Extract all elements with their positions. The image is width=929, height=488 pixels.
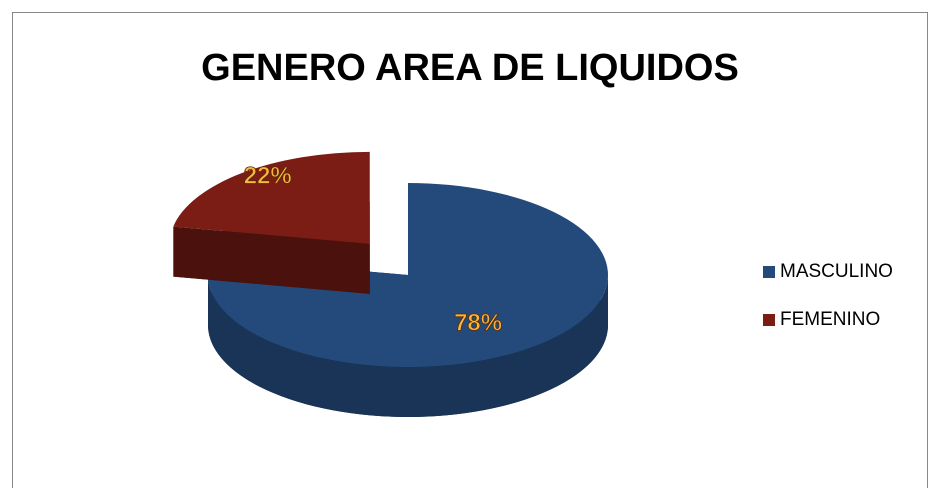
slice-top: [208, 183, 609, 367]
chart-title: GENERO AREA DE LIQUIDOS: [201, 47, 739, 89]
slice: [208, 183, 609, 417]
legend-label: FEMENINO: [780, 309, 880, 330]
legend-swatch: [763, 314, 775, 326]
legend-label: MASCULINO: [780, 261, 893, 282]
legend-swatch: [763, 266, 775, 278]
slice: [173, 151, 370, 294]
slice-wall: [208, 275, 608, 417]
slice-radial-face: [173, 226, 370, 294]
data-label: 22%: [244, 162, 292, 189]
data-label: 78%: [454, 309, 502, 336]
slice-top: [173, 151, 370, 244]
